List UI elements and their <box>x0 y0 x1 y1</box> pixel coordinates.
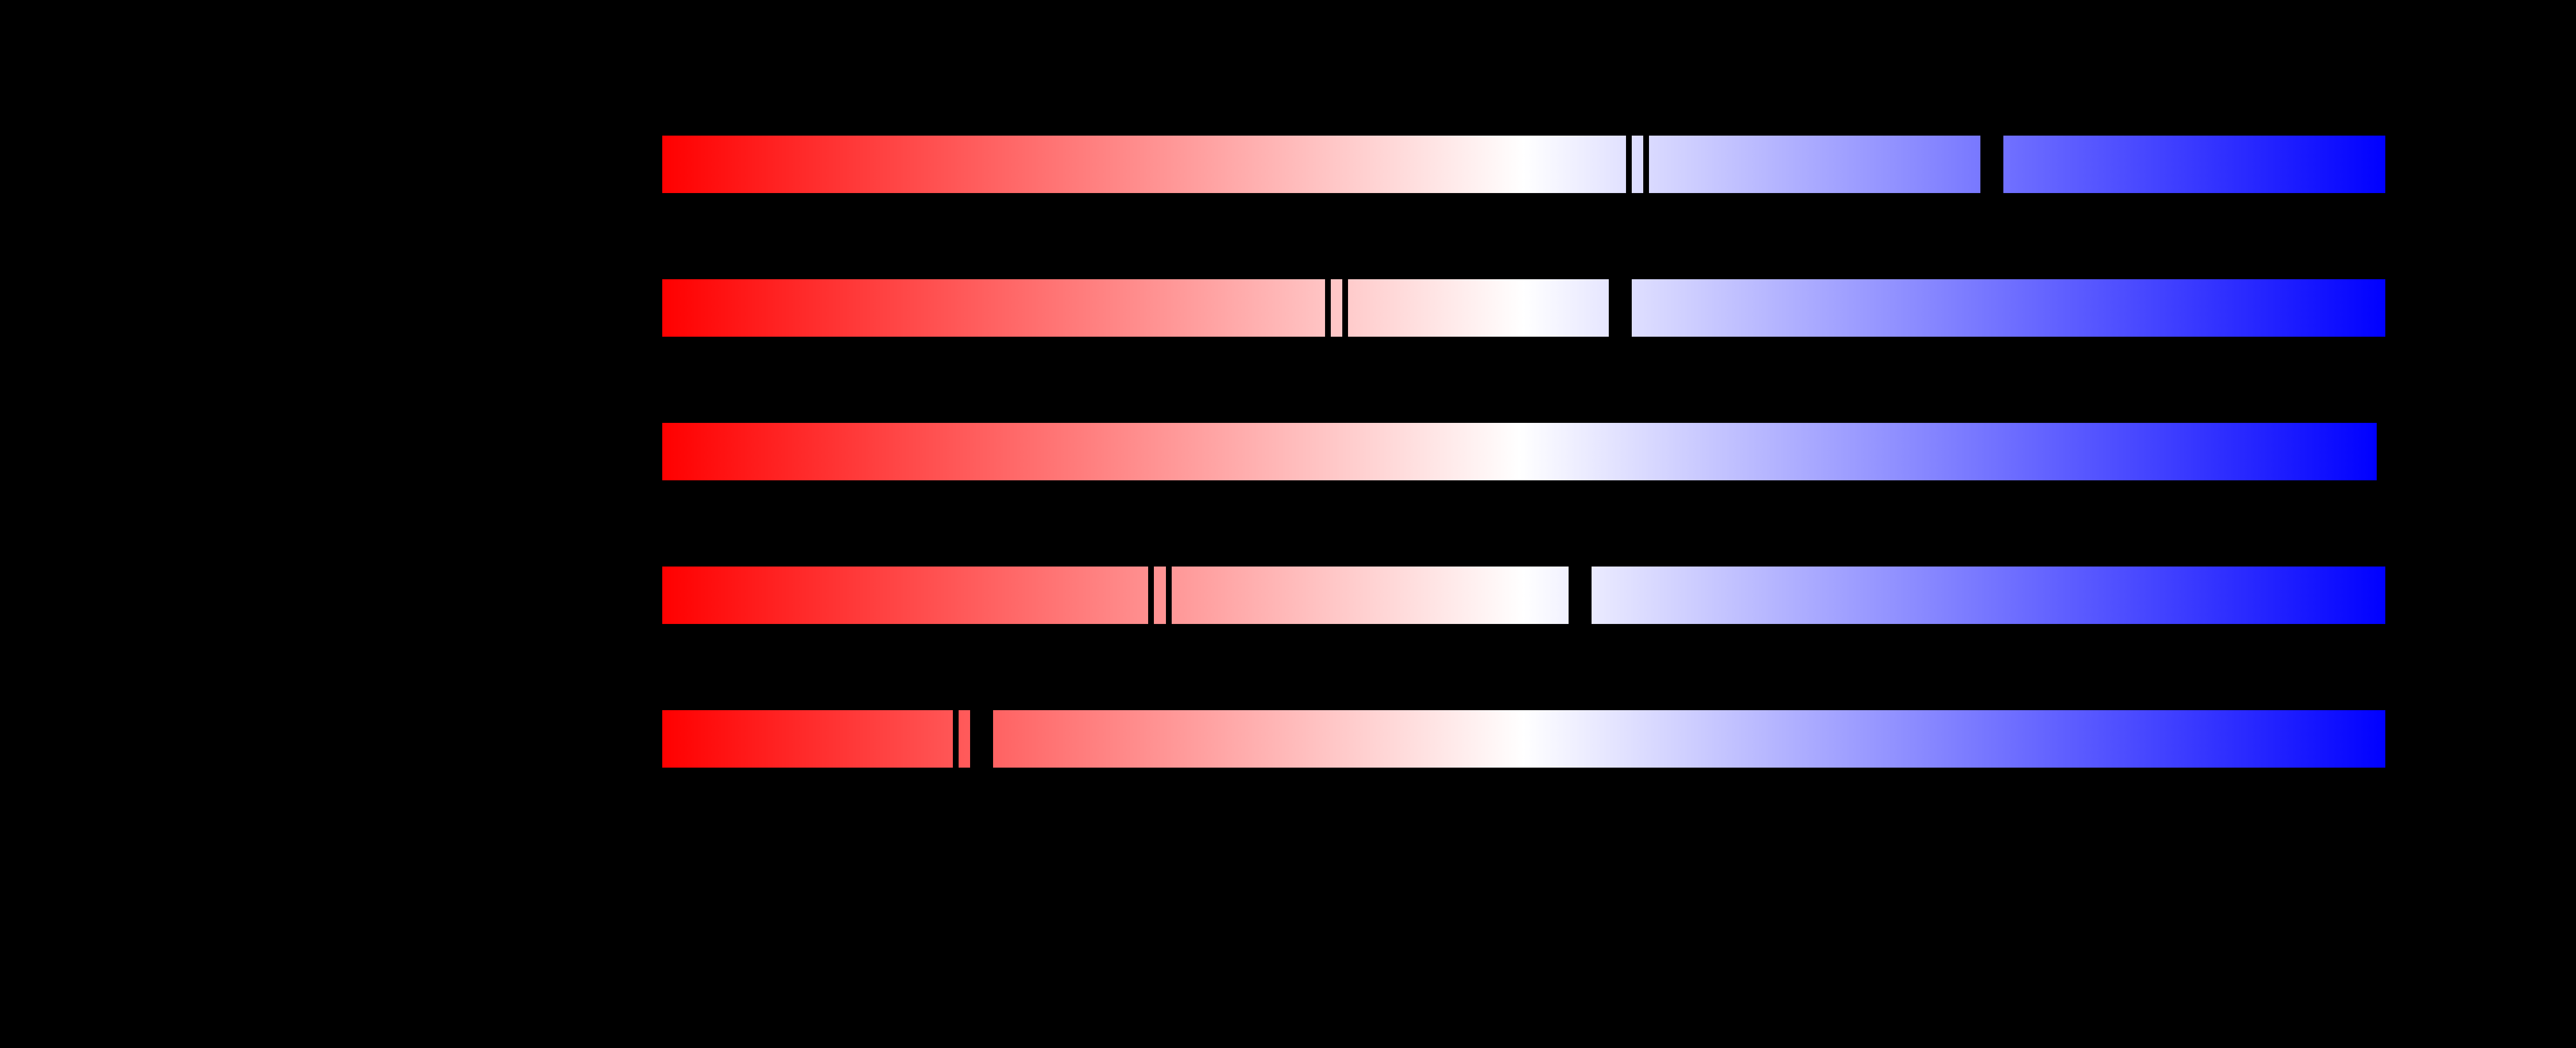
gradient-bar-3 <box>662 567 2385 624</box>
thin-tick-marker <box>1643 136 1649 193</box>
thick-tick-marker <box>1980 136 2003 193</box>
thin-tick-marker <box>1165 567 1172 624</box>
gradient-bar-0 <box>662 136 2385 193</box>
thick-tick-marker <box>970 710 994 768</box>
thin-tick-marker <box>1148 567 1154 624</box>
thin-tick-marker <box>953 710 959 768</box>
thick-tick-marker <box>1569 567 1592 624</box>
thin-tick-marker <box>1342 279 1348 337</box>
thin-tick-marker <box>1324 279 1331 337</box>
gradient-bar-2 <box>662 423 2377 480</box>
thick-tick-marker <box>1608 279 1632 337</box>
thin-tick-marker <box>1625 136 1632 193</box>
gradient-bar-4 <box>662 710 2385 768</box>
gradient-bar-1 <box>662 279 2385 337</box>
